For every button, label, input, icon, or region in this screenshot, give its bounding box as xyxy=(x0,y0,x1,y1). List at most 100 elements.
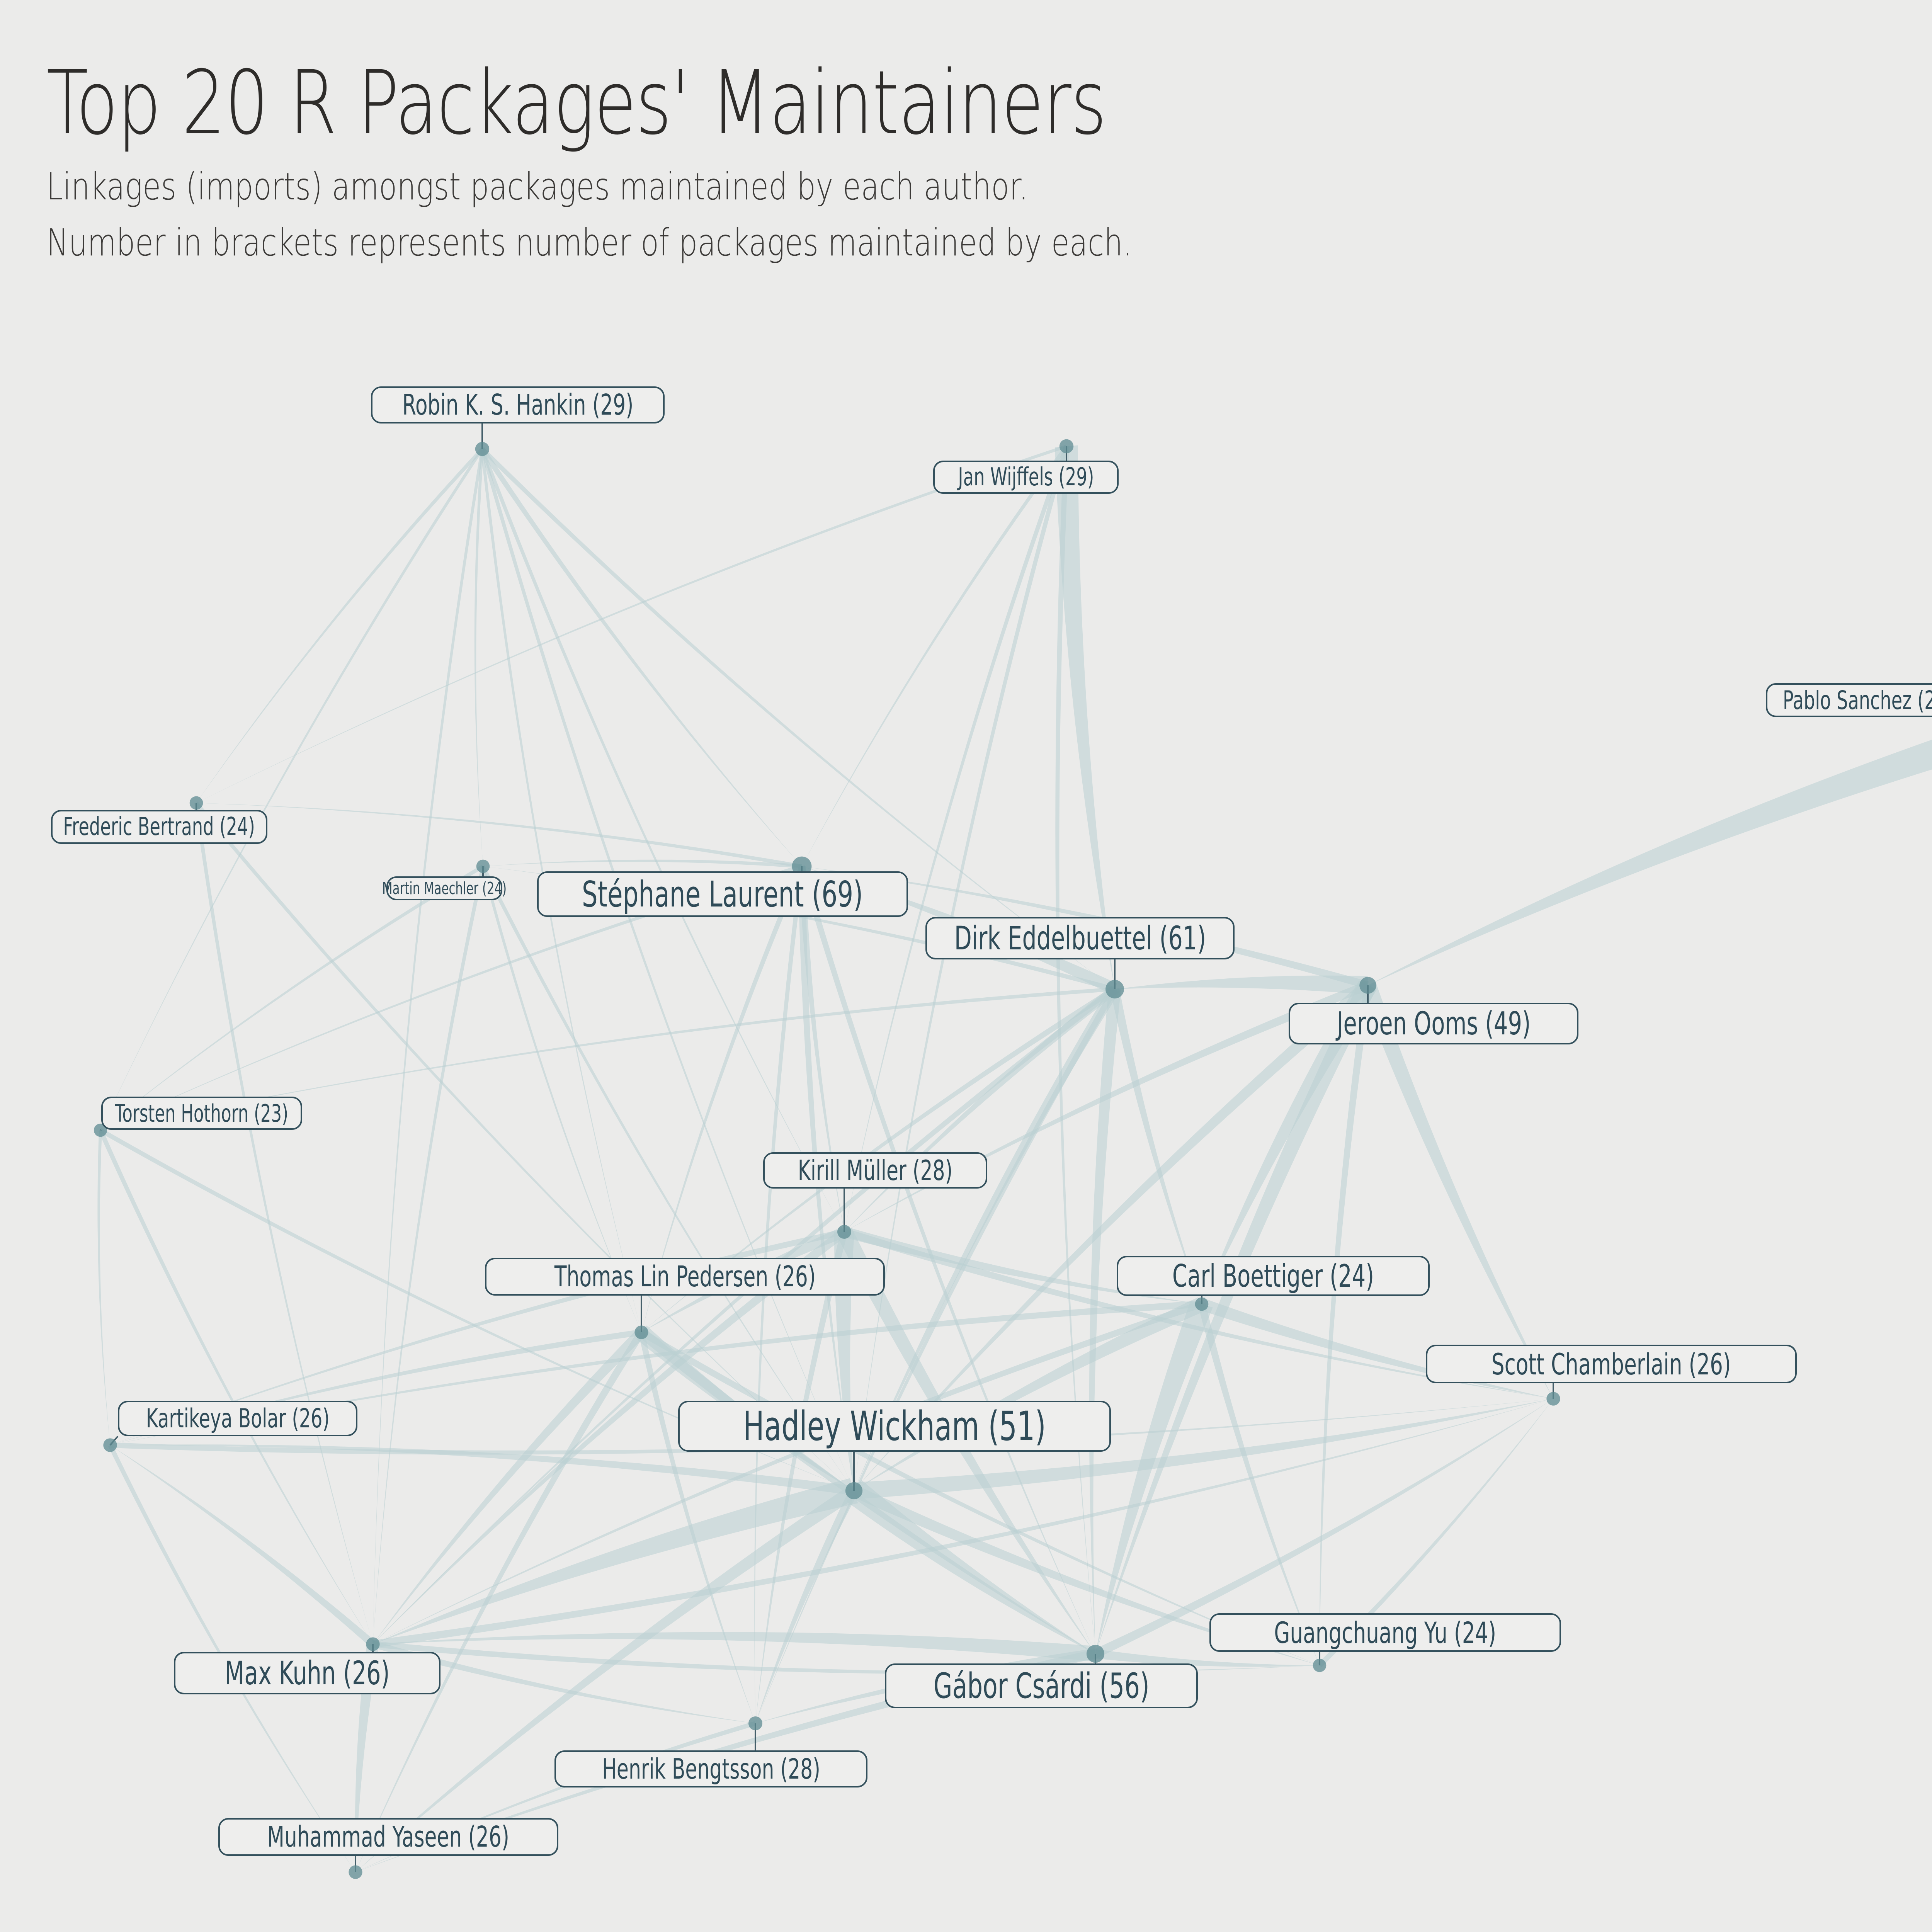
edge-ooms-to-eddelbuettel xyxy=(1115,975,1368,995)
edge-boettiger-to-wickham xyxy=(854,1297,1206,1491)
edge-hankin-to-hothorn xyxy=(100,448,484,1130)
node-chamberlain[interactable] xyxy=(1546,1392,1560,1406)
node-pedersen[interactable] xyxy=(634,1325,648,1339)
edge-pedersen-to-bolar xyxy=(110,1329,642,1445)
node-hankin[interactable] xyxy=(475,442,490,456)
node-wickham[interactable] xyxy=(845,1482,863,1500)
edge-wijffels-to-eddelbuettel xyxy=(1055,445,1115,989)
edge-bolar-to-yaseen xyxy=(108,1444,355,1872)
edge-laurent-to-maechler xyxy=(483,859,802,868)
node-label-text: Scott Chamberlain (26) xyxy=(1492,1347,1731,1381)
node-laurent[interactable] xyxy=(792,856,812,876)
subtitle-line-1: Linkages (imports) amongst packages main… xyxy=(46,165,1028,208)
edge-kuhn-to-bolar xyxy=(110,1445,376,1647)
node-label-text: Stéphane Laurent (69) xyxy=(582,873,863,915)
edge-bengtsson-to-yaseen xyxy=(355,1721,757,1872)
edge-wickham-to-yaseen xyxy=(355,1485,858,1872)
page-title: Top 20 R Packages' Maintainers xyxy=(46,51,1107,154)
node-label-yu[interactable]: Guangchuang Yu (24) xyxy=(1209,1613,1561,1652)
edge-pedersen-to-yaseen xyxy=(355,1330,645,1872)
node-label-text: Muhammad Yaseen (26) xyxy=(267,1820,510,1854)
node-boettiger[interactable] xyxy=(1195,1297,1209,1311)
node-maechler[interactable] xyxy=(476,859,490,873)
node-label-ooms[interactable]: Jeroen Ooms (49) xyxy=(1289,1003,1578,1044)
node-label-sanchez[interactable]: Pablo Sanchez (26) xyxy=(1766,683,1932,717)
node-label-hothorn[interactable]: Torsten Hothorn (23) xyxy=(101,1097,302,1130)
edge-hothorn-to-bolar xyxy=(97,1130,110,1445)
edge-boettiger-to-csardi xyxy=(1095,1301,1213,1654)
edge-wickham-to-kuhn xyxy=(373,1478,858,1644)
node-label-text: Jan Wijffels (29) xyxy=(958,463,1094,492)
node-bengtsson[interactable] xyxy=(748,1716,763,1731)
node-bertrand[interactable] xyxy=(189,796,203,810)
page-subtitle: Linkages (imports) amongst packages main… xyxy=(46,159,1592,272)
edge-wickham-to-bolar xyxy=(110,1444,854,1495)
nodes-layer xyxy=(94,439,1560,1879)
node-label-wijffels[interactable]: Jan Wijffels (29) xyxy=(933,461,1119,494)
node-label-text: Gábor Csárdi (56) xyxy=(933,1665,1150,1706)
edge-csardi-to-kuhn xyxy=(373,1632,1096,1662)
node-hothorn[interactable] xyxy=(94,1123,107,1137)
node-label-pedersen[interactable]: Thomas Lin Pedersen (26) xyxy=(485,1258,885,1296)
node-label-boettiger[interactable]: Carl Boettiger (24) xyxy=(1117,1256,1430,1296)
edge-sanchez-to-ooms xyxy=(1368,740,1932,985)
node-wijffels[interactable] xyxy=(1059,439,1074,454)
node-label-wickham[interactable]: Hadley Wickham (51) xyxy=(678,1401,1111,1452)
node-ooms[interactable] xyxy=(1359,977,1376,994)
edge-eddelbuettel-to-boettiger xyxy=(1110,988,1202,1304)
node-yaseen[interactable] xyxy=(349,1865,362,1879)
edge-csardi-to-chamberlain xyxy=(1093,1399,1553,1658)
edge-eddelbuettel-to-csardi xyxy=(1089,989,1121,1654)
edge-boettiger-to-yu xyxy=(1198,1303,1320,1665)
edge-wickham-to-chamberlain xyxy=(853,1399,1553,1499)
node-label-laurent[interactable]: Stéphane Laurent (69) xyxy=(537,871,908,917)
node-label-text: Dirk Eddelbuettel (61) xyxy=(954,919,1206,957)
edge-ooms-to-chamberlain xyxy=(1360,981,1553,1399)
node-label-muller[interactable]: Kirill Müller (28) xyxy=(763,1152,987,1189)
edge-csardi-to-yu xyxy=(1095,1649,1320,1667)
node-yu[interactable] xyxy=(1313,1658,1327,1672)
node-csardi[interactable] xyxy=(1086,1645,1105,1663)
node-label-text: Hadley Wickham (51) xyxy=(743,1403,1046,1450)
node-label-text: Martin Maechler (24) xyxy=(382,878,507,898)
edge-hankin-to-bertrand xyxy=(196,447,484,803)
node-label-bolar[interactable]: Kartikeya Bolar (26) xyxy=(118,1401,357,1436)
node-kuhn[interactable] xyxy=(366,1637,380,1651)
node-label-text: Torsten Hothorn (23) xyxy=(115,1099,289,1128)
node-label-csardi[interactable]: Gábor Csárdi (56) xyxy=(885,1663,1198,1708)
node-eddelbuettel[interactable] xyxy=(1105,980,1124,998)
node-label-text: Kartikeya Bolar (26) xyxy=(146,1403,330,1434)
node-label-maechler[interactable]: Martin Maechler (24) xyxy=(382,876,507,900)
edge-kuhn-to-yaseen xyxy=(355,1643,379,1872)
node-label-chamberlain[interactable]: Scott Chamberlain (26) xyxy=(1426,1345,1797,1383)
edge-wijffels-to-laurent xyxy=(802,445,1068,866)
node-label-yaseen[interactable]: Muhammad Yaseen (26) xyxy=(218,1818,558,1856)
poster-header: Top 20 R Packages' Maintainers Linkages … xyxy=(46,58,1932,271)
edge-wijffels-to-bertrand xyxy=(196,445,1067,803)
node-label-text: Henrik Bengtsson (28) xyxy=(602,1753,820,1785)
edge-laurent-to-wickham xyxy=(798,866,854,1491)
node-muller[interactable] xyxy=(837,1225,852,1239)
node-label-hankin[interactable]: Robin K. S. Hankin (29) xyxy=(371,386,665,423)
edge-laurent-to-muller xyxy=(798,866,844,1232)
node-label-text: Thomas Lin Pedersen (26) xyxy=(554,1260,816,1293)
node-label-kuhn[interactable]: Max Kuhn (26) xyxy=(174,1652,440,1694)
node-label-text: Guangchuang Yu (24) xyxy=(1274,1615,1497,1650)
edge-hankin-to-kuhn xyxy=(373,449,484,1644)
edge-hankin-to-maechler xyxy=(474,449,484,866)
edge-kuhn-to-yu xyxy=(372,1641,1320,1674)
edge-pedersen-to-bengtsson xyxy=(638,1331,755,1723)
node-label-eddelbuettel[interactable]: Dirk Eddelbuettel (61) xyxy=(925,917,1235,959)
edge-bertrand-to-kuhn xyxy=(194,802,373,1644)
node-label-text: Max Kuhn (26) xyxy=(224,1654,390,1692)
subtitle-line-2: Number in brackets represents number of … xyxy=(46,221,1133,265)
edge-muller-to-csardi xyxy=(837,1227,1095,1654)
node-label-text: Carl Boettiger (24) xyxy=(1172,1258,1374,1294)
node-label-bengtsson[interactable]: Henrik Bengtsson (28) xyxy=(554,1750,867,1787)
node-label-text: Jeroen Ooms (49) xyxy=(1337,1005,1531,1042)
node-bolar[interactable] xyxy=(103,1438,117,1452)
node-label-text: Pablo Sanchez (26) xyxy=(1782,685,1932,715)
node-label-bertrand[interactable]: Frederic Bertrand (24) xyxy=(51,810,267,844)
